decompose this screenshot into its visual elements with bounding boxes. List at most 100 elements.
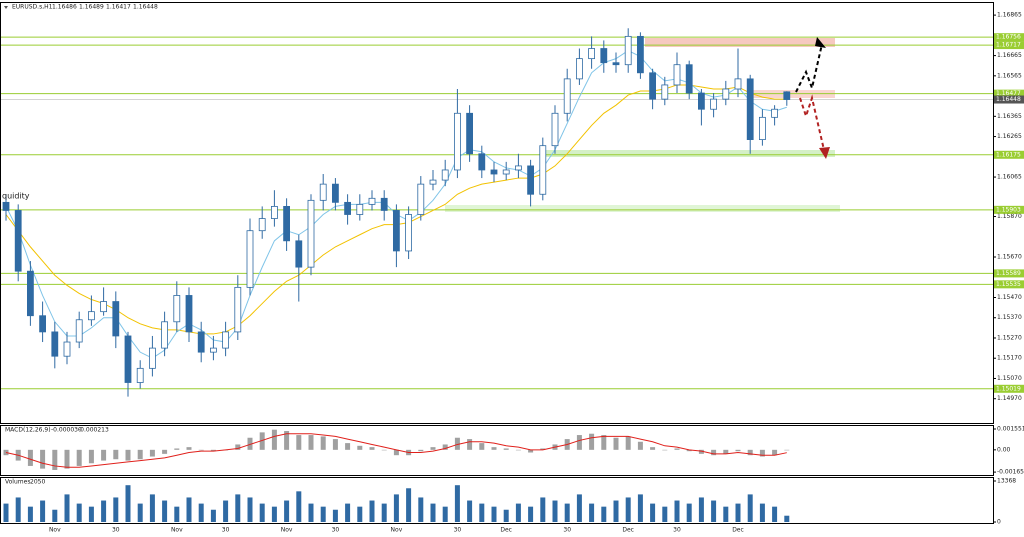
volume-bar — [27, 506, 33, 522]
volume-bar — [479, 503, 485, 522]
volume-bar — [320, 506, 326, 522]
volume-bar — [369, 500, 375, 522]
candle-body — [405, 214, 413, 252]
candle-body — [746, 78, 754, 141]
symbol: EURUSD.s,H1 — [12, 4, 53, 11]
candle-body — [270, 206, 278, 219]
y-tick-label: 1.15870 — [997, 213, 1022, 220]
macd-bar — [64, 449, 70, 469]
volume-bar — [113, 497, 119, 522]
bull-arrow — [795, 43, 823, 93]
volume-bar — [784, 515, 790, 522]
macd-bar — [332, 439, 338, 450]
candle-body — [161, 321, 169, 349]
macd-bar — [284, 431, 290, 450]
level-label: 1.15903 — [996, 206, 1021, 213]
volume-bar — [613, 500, 619, 522]
macd-bar — [747, 449, 753, 456]
volume-bar — [15, 497, 21, 522]
macd-bar — [442, 444, 448, 450]
macd-bar — [515, 449, 521, 451]
bid-label: 1.16448 — [996, 96, 1021, 103]
candle-body — [588, 48, 595, 60]
macd-bar — [418, 449, 424, 452]
y-tick-label: 1.15270 — [997, 334, 1022, 341]
macd-bar — [320, 436, 326, 450]
candle-body — [344, 201, 352, 215]
candle-body — [649, 72, 656, 100]
macd-bar — [113, 449, 119, 460]
level-tag — [994, 280, 1024, 289]
macd-bar — [637, 441, 643, 450]
macd-bar — [88, 449, 94, 464]
volume-bar — [101, 500, 107, 522]
volume-tick-label: 13368 — [997, 478, 1016, 485]
y-tick-label: 1.15370 — [997, 314, 1022, 321]
volume-bar — [552, 500, 558, 522]
volume-bar — [149, 494, 155, 522]
candle-body — [466, 112, 474, 155]
candle-body — [612, 62, 620, 66]
macd-bar — [601, 435, 607, 450]
macd-bar — [27, 449, 33, 466]
arrow-head — [819, 147, 830, 159]
x-tick-label: 30 — [673, 527, 681, 534]
macd-bar — [125, 449, 131, 461]
volume-bar — [64, 494, 70, 522]
scenario-arrows — [795, 37, 830, 159]
open-value: 1.16486 — [52, 4, 77, 11]
volume-bar — [137, 503, 143, 522]
level-tag — [994, 89, 1024, 98]
candle-body — [148, 347, 156, 369]
x-tick-label: Nov — [391, 527, 403, 534]
level-tag — [994, 150, 1024, 159]
y-tick-label: 1.16865 — [997, 12, 1022, 19]
volume-bar — [454, 485, 460, 522]
volume-bar — [772, 506, 778, 522]
candle-body — [136, 367, 144, 383]
volume-bar — [223, 500, 229, 522]
volume-panel — [0, 477, 994, 524]
candle-body — [515, 165, 522, 171]
x-tick-label: 30 — [563, 527, 571, 534]
volume-bar — [467, 500, 473, 522]
volume-bar — [52, 509, 58, 522]
x-tick-label: Nov — [281, 527, 293, 534]
bear-arrow — [799, 94, 825, 151]
close-value: 1.16448 — [133, 4, 158, 11]
macd-bar — [613, 437, 619, 450]
macd-bar — [40, 449, 46, 469]
level-label: 1.16175 — [996, 151, 1021, 158]
y-tick-label: 1.16665 — [997, 52, 1022, 59]
macd-bar — [479, 443, 485, 450]
macd-tick-label: 0.001551 — [997, 426, 1024, 433]
x-tick-label: 30 — [112, 527, 120, 534]
macd-bar — [662, 449, 668, 451]
volume-bar — [650, 503, 656, 522]
macd-bar — [381, 449, 387, 451]
macd-bar — [101, 449, 107, 461]
bid-tag — [994, 95, 1024, 104]
volume-bar — [564, 503, 570, 522]
volume-bar — [247, 497, 253, 522]
y-tick-label: 1.16365 — [997, 113, 1022, 120]
candle-body — [734, 78, 742, 90]
candle-body — [759, 116, 766, 141]
volume-bar — [625, 497, 631, 522]
y-tick-label: 1.14970 — [997, 395, 1022, 402]
macd-bar — [357, 445, 363, 450]
candle-body — [222, 331, 230, 349]
candle-body — [2, 201, 10, 211]
volume-bar — [601, 506, 607, 522]
volume-bar — [723, 506, 729, 522]
volume-bar — [357, 506, 363, 522]
level-tag — [994, 384, 1024, 393]
volume-bar — [40, 500, 46, 522]
volume-bar — [528, 506, 534, 522]
menu-arrow[interactable] — [4, 6, 8, 9]
candle-body — [441, 169, 449, 181]
volume-bar — [711, 500, 717, 522]
volume-bar — [88, 506, 94, 522]
candle-body — [637, 35, 644, 74]
